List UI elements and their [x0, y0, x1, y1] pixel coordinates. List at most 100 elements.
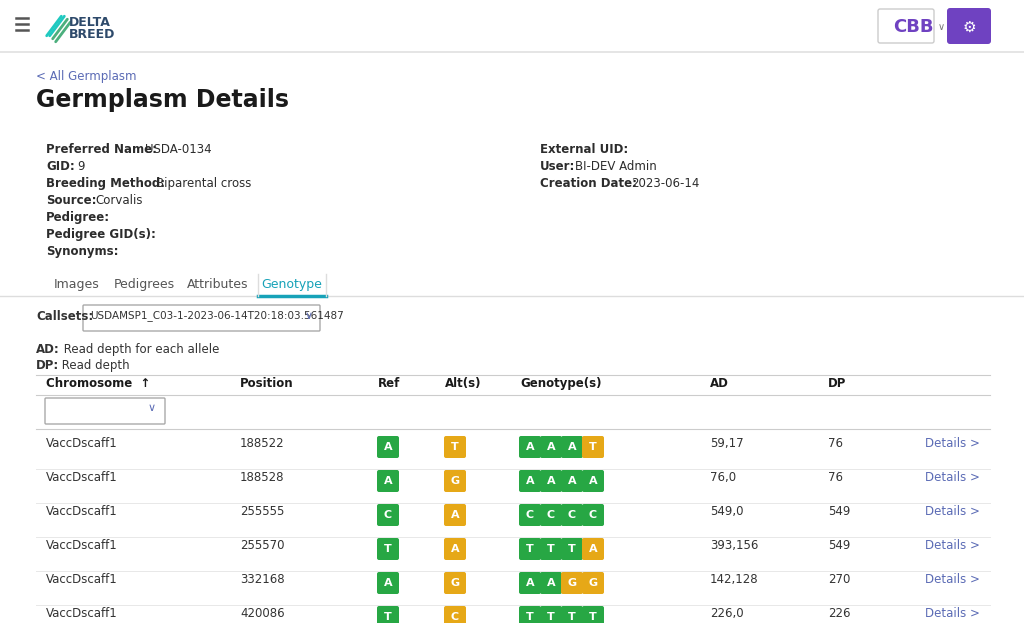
Text: 76: 76 [828, 471, 843, 484]
Text: USDA-0134: USDA-0134 [145, 143, 212, 156]
Text: 226: 226 [828, 607, 851, 620]
Text: 226,0: 226,0 [710, 607, 743, 620]
Text: 76,0: 76,0 [710, 471, 736, 484]
Text: T: T [384, 544, 392, 554]
FancyBboxPatch shape [540, 436, 562, 458]
FancyBboxPatch shape [561, 572, 583, 594]
Text: Details >: Details > [925, 471, 980, 484]
Text: 9: 9 [77, 160, 85, 173]
Text: VaccDscaff1: VaccDscaff1 [46, 471, 118, 484]
Text: A: A [451, 544, 460, 554]
FancyBboxPatch shape [582, 606, 604, 623]
Text: VaccDscaff1: VaccDscaff1 [46, 539, 118, 552]
Text: 188522: 188522 [240, 437, 285, 450]
FancyBboxPatch shape [444, 470, 466, 492]
Text: T: T [589, 442, 597, 452]
Text: C: C [589, 510, 597, 520]
FancyBboxPatch shape [377, 436, 399, 458]
FancyBboxPatch shape [582, 504, 604, 526]
Text: T: T [526, 612, 534, 622]
Text: Read depth: Read depth [58, 359, 130, 372]
FancyBboxPatch shape [582, 538, 604, 560]
Text: < All Germplasm: < All Germplasm [36, 70, 136, 83]
FancyBboxPatch shape [540, 572, 562, 594]
Text: 188528: 188528 [240, 471, 285, 484]
Text: Details >: Details > [925, 437, 980, 450]
Text: A: A [567, 476, 577, 486]
Text: Pedigree:: Pedigree: [46, 211, 111, 224]
FancyBboxPatch shape [377, 470, 399, 492]
Text: 76: 76 [828, 437, 843, 450]
Text: C: C [384, 510, 392, 520]
Text: Details >: Details > [925, 505, 980, 518]
Text: ⚙: ⚙ [963, 20, 976, 35]
FancyBboxPatch shape [444, 572, 466, 594]
Text: 393,156: 393,156 [710, 539, 759, 552]
Text: BI-DEV Admin: BI-DEV Admin [575, 160, 656, 173]
Text: Germplasm Details: Germplasm Details [36, 88, 289, 112]
Text: T: T [568, 612, 575, 622]
Text: A: A [547, 476, 555, 486]
Text: T: T [547, 544, 555, 554]
Text: A: A [384, 476, 392, 486]
FancyBboxPatch shape [377, 504, 399, 526]
FancyBboxPatch shape [519, 436, 541, 458]
FancyBboxPatch shape [519, 606, 541, 623]
Text: G: G [567, 578, 577, 588]
FancyBboxPatch shape [561, 504, 583, 526]
Text: ∨: ∨ [305, 311, 313, 321]
FancyBboxPatch shape [444, 538, 466, 560]
Text: A: A [451, 510, 460, 520]
Text: Genotype(s): Genotype(s) [520, 377, 601, 390]
Text: Preferred Name:: Preferred Name: [46, 143, 157, 156]
Text: DP: DP [828, 377, 847, 390]
Text: Chromosome  ↑: Chromosome ↑ [46, 377, 151, 390]
Text: Details >: Details > [925, 539, 980, 552]
Text: A: A [589, 544, 597, 554]
FancyBboxPatch shape [540, 470, 562, 492]
Text: T: T [452, 442, 459, 452]
Text: A: A [525, 442, 535, 452]
Text: User:: User: [540, 160, 575, 173]
FancyBboxPatch shape [561, 470, 583, 492]
Text: 549: 549 [828, 505, 850, 518]
Text: Pedigree GID(s):: Pedigree GID(s): [46, 228, 156, 241]
FancyBboxPatch shape [540, 606, 562, 623]
Text: Position: Position [240, 377, 294, 390]
Text: CBB: CBB [893, 18, 934, 36]
Text: Corvalis: Corvalis [95, 194, 142, 207]
Text: A: A [567, 442, 577, 452]
Text: ∨: ∨ [938, 22, 945, 32]
Text: Biparental cross: Biparental cross [156, 177, 251, 190]
Text: Callsets:: Callsets: [36, 310, 93, 323]
Text: VaccDscaff1: VaccDscaff1 [46, 437, 118, 450]
FancyBboxPatch shape [377, 572, 399, 594]
FancyBboxPatch shape [377, 538, 399, 560]
Text: External UID:: External UID: [540, 143, 629, 156]
FancyBboxPatch shape [561, 606, 583, 623]
Text: A: A [589, 476, 597, 486]
FancyBboxPatch shape [561, 436, 583, 458]
FancyBboxPatch shape [582, 572, 604, 594]
FancyBboxPatch shape [519, 538, 541, 560]
Text: DELTA: DELTA [69, 16, 111, 29]
Text: VaccDscaff1: VaccDscaff1 [46, 573, 118, 586]
Text: Details >: Details > [925, 607, 980, 620]
Text: 549: 549 [828, 539, 850, 552]
Text: G: G [451, 476, 460, 486]
Text: VaccDscaff1: VaccDscaff1 [46, 607, 118, 620]
Text: 59,17: 59,17 [710, 437, 743, 450]
Text: C: C [568, 510, 577, 520]
Text: A: A [547, 578, 555, 588]
FancyBboxPatch shape [444, 504, 466, 526]
Text: AD: AD [710, 377, 729, 390]
Text: 255570: 255570 [240, 539, 285, 552]
Text: Synonyms:: Synonyms: [46, 245, 119, 258]
Text: 549,0: 549,0 [710, 505, 743, 518]
Text: Breeding Method:: Breeding Method: [46, 177, 165, 190]
Text: Pedigrees: Pedigrees [114, 278, 174, 291]
Text: G: G [451, 578, 460, 588]
Text: C: C [526, 510, 535, 520]
Text: Details >: Details > [925, 573, 980, 586]
FancyBboxPatch shape [83, 305, 319, 331]
